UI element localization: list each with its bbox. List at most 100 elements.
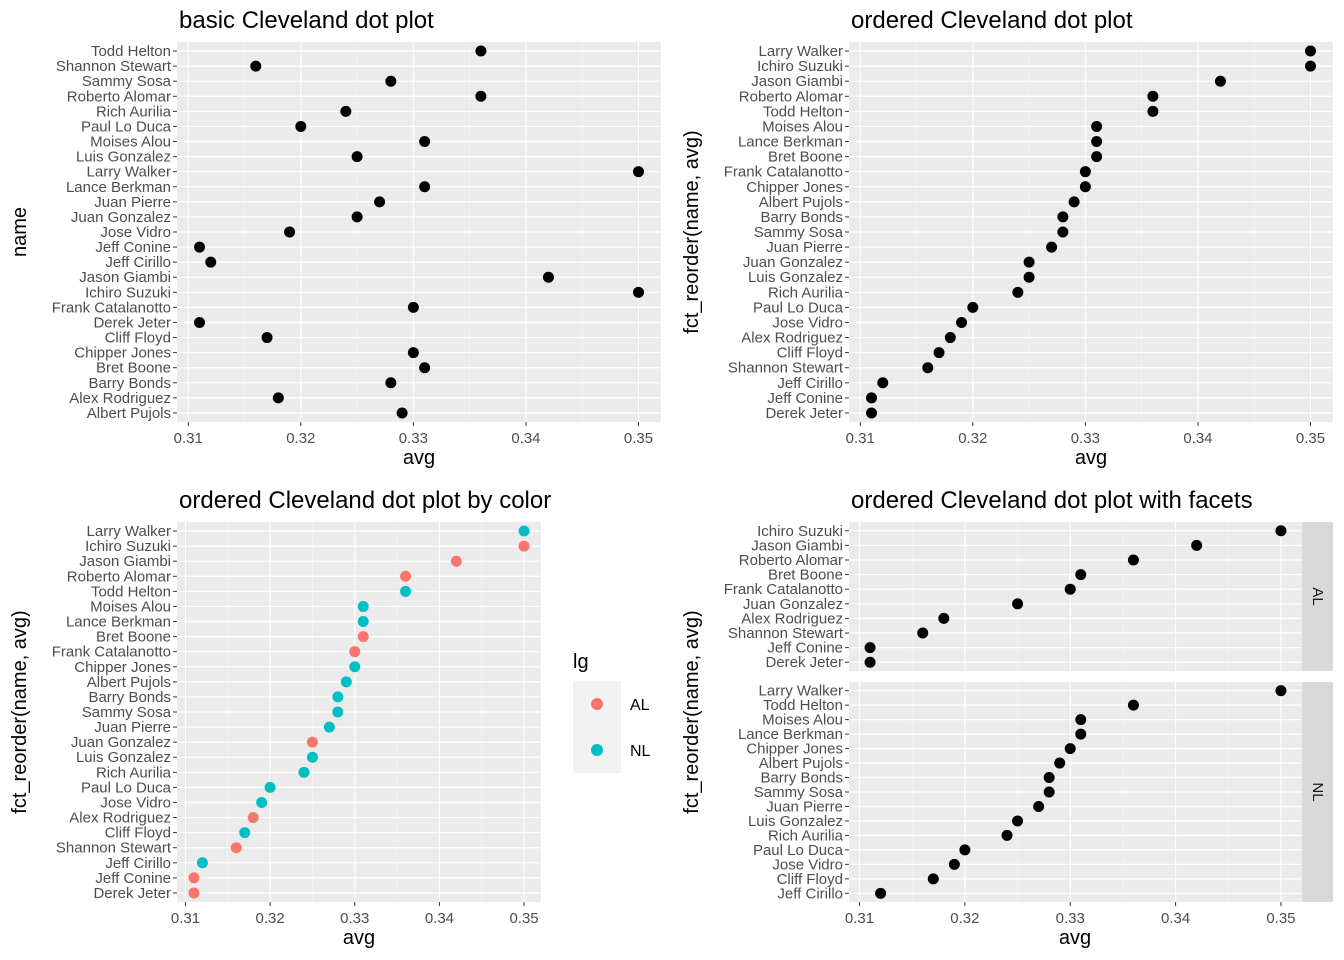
plot-a-ylabel-cliff-floyd: Cliff Floyd	[105, 330, 171, 347]
plot-b-ylabel-luis-gonzalez: Luis Gonzalez	[748, 269, 843, 286]
plot-a-point-rich-aurilia	[340, 105, 352, 117]
plot-a-point-jeff-cirillo	[205, 256, 217, 268]
plot-b-ylabel-jeff-conine: Jeff Conine	[767, 390, 843, 407]
plot-b-point-larry-walker	[1304, 45, 1316, 57]
plot-c-xtick-label: 0.33	[340, 910, 369, 927]
plot-d-al-ylabel-roberto-alomar: Roberto Alomar	[739, 552, 843, 569]
plot-d-nl-point-lance-berkman	[1075, 728, 1087, 740]
plot-c-ylabel-barry-bonds: Barry Bonds	[88, 689, 171, 706]
plot-a-point-luis-gonzalez	[351, 151, 363, 163]
plot-a-ylabel-jeff-cirillo: Jeff Cirillo	[105, 254, 171, 271]
plot-b-xtick-label: 0.33	[1071, 430, 1100, 447]
plot-c-xtick-label: 0.32	[256, 910, 285, 927]
legend-title: lg	[573, 651, 589, 673]
plot-d-nl-ylabel-paul-lo-duca: Paul Lo Duca	[753, 842, 844, 859]
plot-b-ylabel-jeff-cirillo: Jeff Cirillo	[777, 375, 843, 392]
plot-d-al-point-juan-gonzalez	[1012, 598, 1024, 610]
plot-a-ylabel-todd-helton: Todd Helton	[91, 43, 171, 60]
plot-d-xtick-label: 0.32	[950, 910, 979, 927]
plot-b-ylabel-moises-alou: Moises Alou	[762, 118, 843, 135]
plot-b-point-todd-helton	[1147, 105, 1159, 117]
plot-c-ylabel-jason-giambi: Jason Giambi	[79, 553, 171, 570]
plot-d-al-panel-background	[849, 522, 1302, 671]
plot-a-ylabel-moises-alou: Moises Alou	[90, 134, 171, 151]
plot-a-ylabel-paul-lo-duca: Paul Lo Duca	[81, 118, 172, 135]
plot-d-nl-ylabel-jose-vidro: Jose Vidro	[772, 856, 843, 873]
plot-d-al-ylabel-shannon-stewart: Shannon Stewart	[728, 625, 844, 642]
plot-c-ylabel-ichiro-suzuki: Ichiro Suzuki	[85, 538, 171, 555]
plot-a-ylabel-larry-walker: Larry Walker	[87, 164, 171, 181]
plot-b-ylabel-rich-aurilia: Rich Aurilia	[768, 284, 844, 301]
plot-d-al-ylabel-frank-catalanotto: Frank Catalanotto	[724, 581, 843, 598]
plot-c-point-alex-rodriguez	[247, 812, 259, 824]
plot-b-point-shannon-stewart	[922, 362, 934, 374]
plot-c-point-larry-walker	[518, 525, 530, 537]
plot-d-nl-ylabel-sammy-sosa: Sammy Sosa	[754, 784, 844, 801]
plot-c-ylabel-juan-pierre: Juan Pierre	[94, 719, 171, 736]
plot-c-ylabel-chipper-jones: Chipper Jones	[74, 659, 171, 676]
plot-d-nl-point-jose-vidro	[948, 858, 960, 870]
plot-d-al-point-roberto-alomar	[1127, 554, 1139, 566]
plot-d-nl-point-rich-aurilia	[1001, 829, 1013, 841]
plot-d-nl-ylabel-albert-pujols: Albert Pujols	[759, 755, 843, 772]
plot-b-ylabel-cliff-floyd: Cliff Floyd	[777, 345, 843, 362]
plot-c-point-juan-pierre	[323, 721, 335, 733]
plot-b-point-rich-aurilia	[1012, 286, 1024, 298]
plot-a-point-lance-berkman	[419, 181, 431, 193]
plot-b-point-juan-gonzalez	[1023, 256, 1035, 268]
plot-c-ylabel-rich-aurilia: Rich Aurilia	[96, 764, 172, 781]
plot-c-ylabel-frank-catalanotto: Frank Catalanotto	[52, 644, 171, 661]
plot-b-point-ichiro-suzuki	[1304, 60, 1316, 72]
plot-b-ylabel-jason-giambi: Jason Giambi	[751, 73, 843, 90]
plot-b-point-juan-pierre	[1046, 241, 1058, 253]
plot-d-nl-ylabel-rich-aurilia: Rich Aurilia	[768, 827, 844, 844]
plot-b-ylabel-lance-berkman: Lance Berkman	[738, 134, 843, 151]
plot-c-title: ordered Cleveland dot plot by color	[179, 487, 551, 514]
plot-b-ylabel-bret-boone: Bret Boone	[768, 149, 843, 166]
plot-b-y-axis-title: fct_reorder(name, avg)	[681, 130, 703, 333]
plot-a-point-bret-boone	[419, 362, 431, 374]
plot-a-ylabel-sammy-sosa: Sammy Sosa	[82, 73, 172, 90]
plot-b-point-chipper-jones	[1079, 181, 1091, 193]
plot-d-nl-point-paul-lo-duca	[959, 844, 971, 856]
plot-c-ylabel-jose-vidro: Jose Vidro	[100, 794, 171, 811]
plot-d-al-ylabel-bret-boone: Bret Boone	[768, 567, 843, 584]
plot-a-point-moises-alou	[419, 136, 431, 148]
plot-b-title: ordered Cleveland dot plot	[851, 7, 1133, 34]
plot-d-al-ylabel-juan-gonzalez: Juan Gonzalez	[743, 596, 843, 613]
plot-a-point-alex-rodriguez	[272, 392, 284, 404]
plot-a-point-paul-lo-duca	[295, 120, 307, 132]
legend: lg AL NL	[573, 651, 651, 773]
plot-a-point-roberto-alomar	[475, 90, 487, 102]
plot-c-point-chipper-jones	[349, 661, 361, 673]
plot-c-ylabel-alex-rodriguez: Alex Rodriguez	[69, 810, 171, 827]
plot-c-point-bret-boone	[357, 631, 369, 643]
plot-c-ylabel-paul-lo-duca: Paul Lo Duca	[81, 779, 172, 796]
plot-d-al-point-derek-jeter	[864, 656, 876, 668]
plot-c-ylabel-larry-walker: Larry Walker	[87, 523, 171, 540]
plot-d-al-strip-label: AL	[1309, 587, 1326, 605]
plot-b-ylabel-jose-vidro: Jose Vidro	[772, 314, 843, 331]
plot-c-ylabel-albert-pujols: Albert Pujols	[87, 674, 171, 691]
plot-b-ylabel-albert-pujols: Albert Pujols	[759, 194, 843, 211]
plot-a-ylabel-chipper-jones: Chipper Jones	[74, 345, 171, 362]
plot-c-ylabel-jeff-cirillo: Jeff Cirillo	[105, 855, 171, 872]
plot-c-ylabel-derek-jeter: Derek Jeter	[93, 885, 171, 902]
plot-d-al-point-jason-giambi	[1191, 539, 1203, 551]
plot-c-ylabel-shannon-stewart: Shannon Stewart	[56, 840, 172, 857]
plot-a-point-juan-pierre	[374, 196, 386, 208]
plot-a-ylabel-derek-jeter: Derek Jeter	[93, 314, 171, 331]
plot-a-ylabel-juan-gonzalez: Juan Gonzalez	[71, 209, 171, 226]
plot-a-xtick-label: 0.32	[286, 430, 315, 447]
plot-b-ylabel-frank-catalanotto: Frank Catalanotto	[724, 164, 843, 181]
plot-d-al-point-alex-rodriguez	[938, 612, 950, 624]
plot-c-x-axis-title: avg	[343, 927, 375, 949]
plot-c-ylabel-lance-berkman: Lance Berkman	[66, 614, 171, 631]
plot-d-al-ylabel-ichiro-suzuki: Ichiro Suzuki	[757, 523, 843, 540]
plot-c-point-roberto-alomar	[400, 570, 412, 582]
plot-c-ylabel-roberto-alomar: Roberto Alomar	[67, 568, 171, 585]
plot-c-y-axis-title: fct_reorder(name, avg)	[9, 610, 31, 813]
